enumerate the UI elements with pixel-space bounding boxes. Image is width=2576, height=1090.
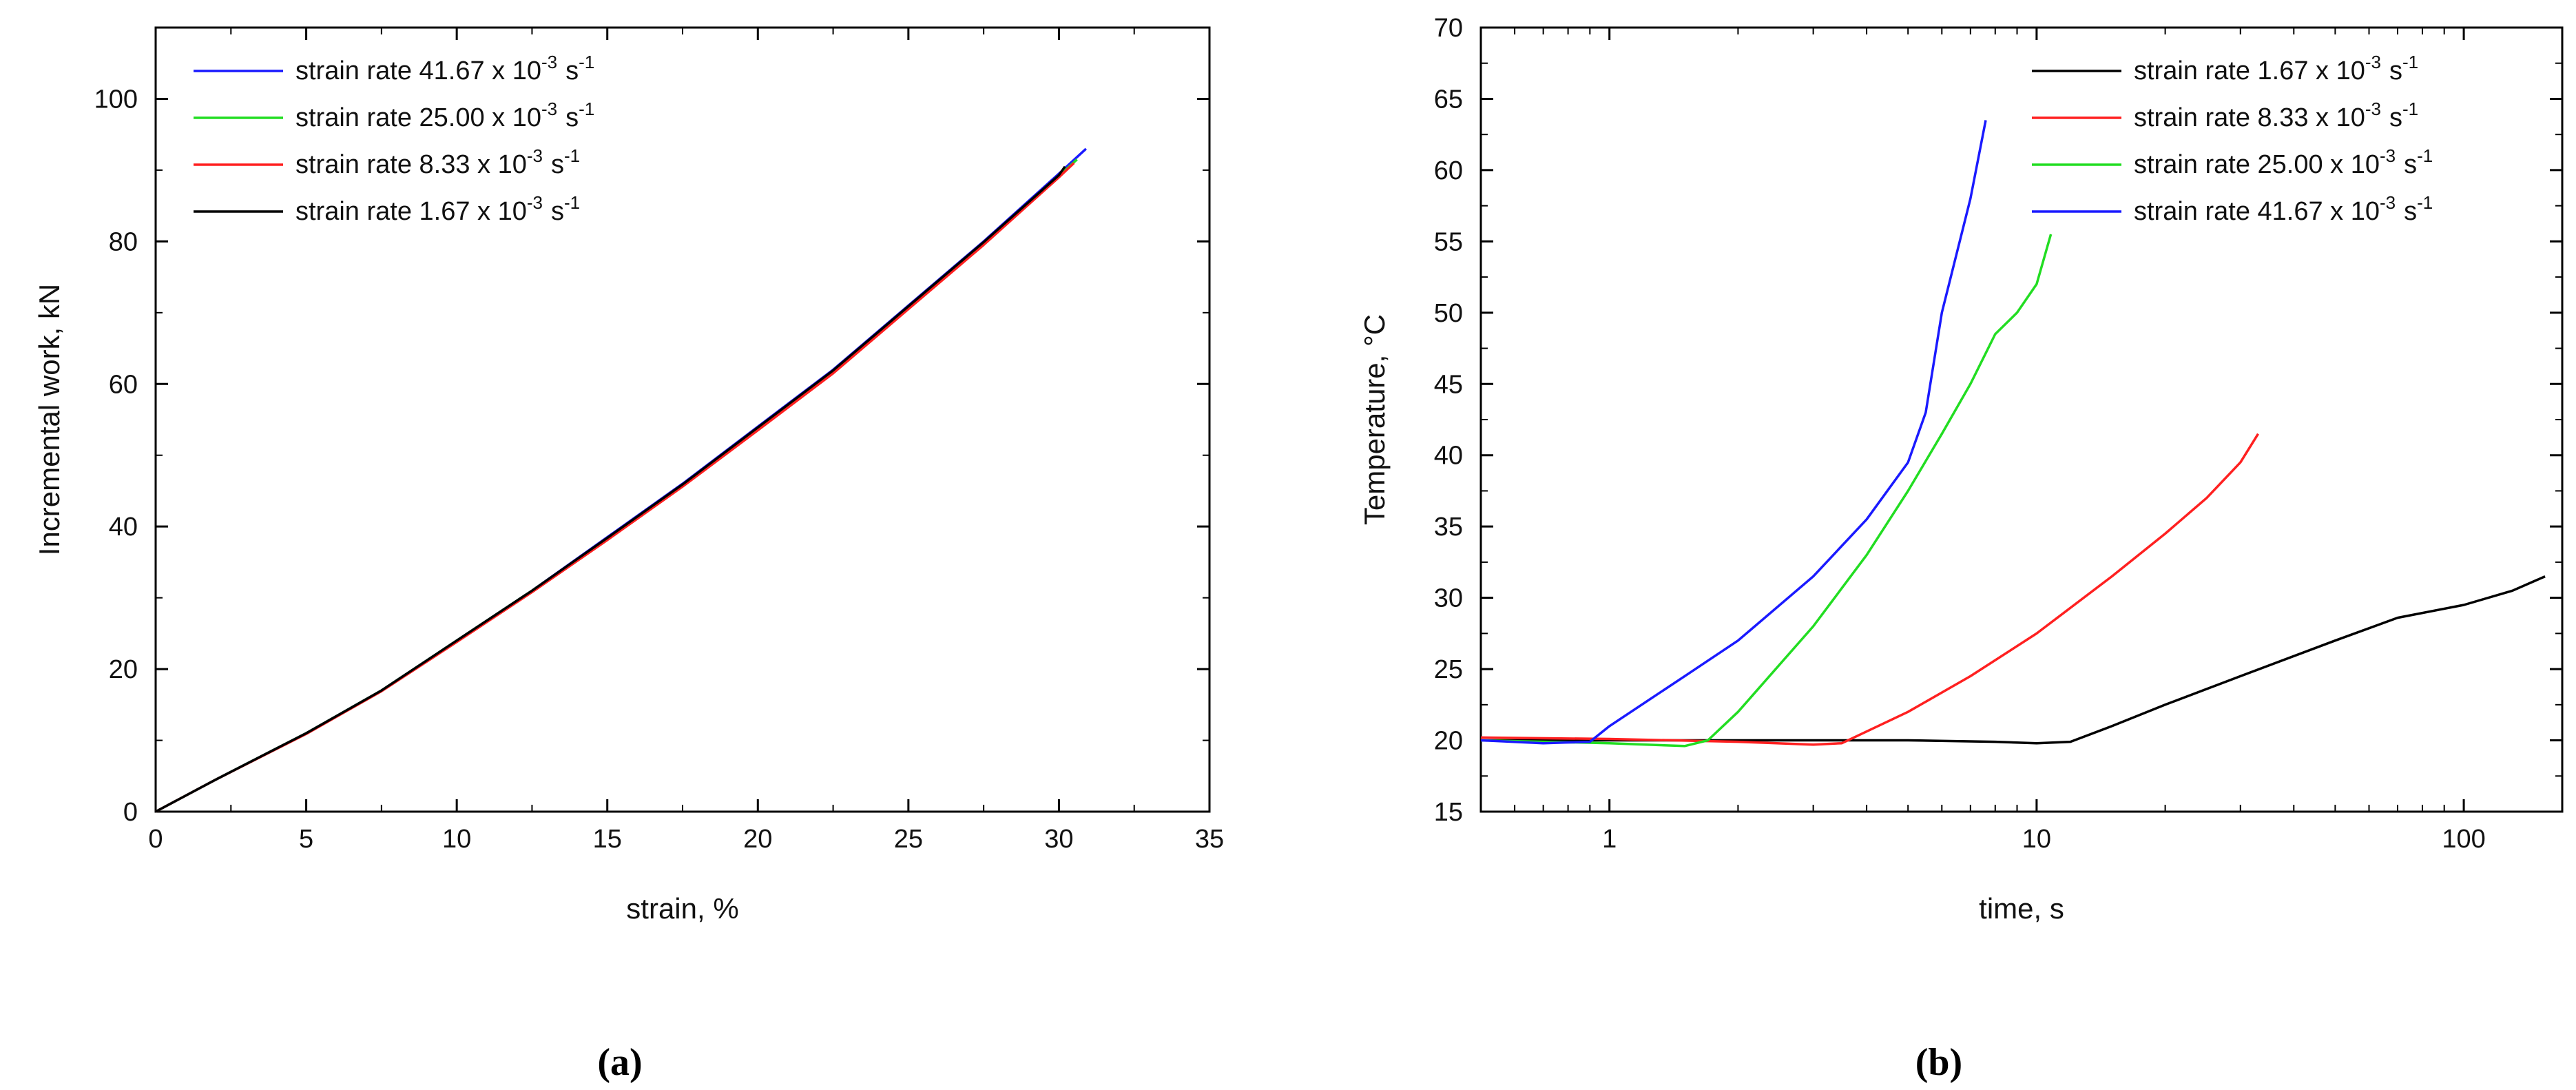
x-tick-label: 35 bbox=[1195, 825, 1224, 854]
series-line-1 bbox=[155, 147, 1087, 813]
series-line-1 bbox=[1481, 575, 2546, 745]
legend-name: strain rate 41.67 x 10 bbox=[295, 56, 541, 85]
y-axis-label: Temperature, °C bbox=[1358, 314, 1391, 525]
plot-frame bbox=[1479, 26, 2564, 813]
legend-exponent: -3 bbox=[541, 99, 557, 119]
legend-name: strain rate 25.00 x 10 bbox=[2134, 150, 2380, 179]
legend-exponent: -3 bbox=[2365, 99, 2381, 119]
x-axis-label: time, s bbox=[1979, 892, 2064, 925]
series-line-2 bbox=[155, 158, 1078, 813]
y-axis-label: Incremental work, kN bbox=[33, 284, 65, 555]
legend-entry: strain rate 1.67 x 10-3 s-1 bbox=[2134, 52, 2418, 85]
legend-exponent: -3 bbox=[2380, 145, 2396, 166]
series-line-3 bbox=[1480, 234, 2053, 748]
y-tick-label: 60 bbox=[109, 370, 138, 399]
y-tick-label: 25 bbox=[1434, 655, 1463, 684]
y-tick-label: 100 bbox=[94, 85, 138, 114]
chart-a: 0 5 10 15 20 25 30 35 0 20 40 60 80 100 strain, % Incre… bbox=[33, 26, 1224, 925]
plot-frame bbox=[154, 26, 1211, 813]
x-tick-label: 0 bbox=[148, 825, 163, 854]
y-tick-label: 20 bbox=[1434, 727, 1463, 756]
chart-b: 1 10 100 15 20 25 30 35 40 45 50 55 60 65 70 time, s Tem… bbox=[1358, 14, 2564, 925]
series-line-3 bbox=[155, 162, 1075, 813]
legend-name: strain rate 25.00 x 10 bbox=[295, 103, 541, 132]
x-tick-label: 100 bbox=[2442, 825, 2485, 854]
y-tick-label: 35 bbox=[1434, 513, 1463, 542]
y-tick-label: 50 bbox=[1434, 299, 1463, 328]
legend-unit: s bbox=[551, 150, 564, 179]
x-tick-label: 10 bbox=[2022, 825, 2051, 854]
legend-unit-exponent: -1 bbox=[579, 52, 594, 72]
legend-unit: s bbox=[551, 197, 564, 226]
y-tick-label: 80 bbox=[109, 227, 138, 256]
y-tick-label: 70 bbox=[1434, 14, 1463, 43]
legend-unit: s bbox=[2404, 150, 2417, 179]
legend-entry: strain rate 8.33 x 10-3 s-1 bbox=[2134, 99, 2418, 132]
legend-entry: strain rate 25.00 x 10-3 s-1 bbox=[2134, 145, 2433, 179]
legend-unit-exponent: -1 bbox=[564, 145, 580, 166]
legend-unit: s bbox=[565, 103, 579, 132]
y-tick-label: 15 bbox=[1434, 798, 1463, 827]
y-tick-label: 0 bbox=[123, 798, 138, 827]
x-tick-label: 5 bbox=[299, 825, 313, 854]
legend-exponent: -3 bbox=[541, 52, 557, 72]
y-tick-label: 40 bbox=[1434, 442, 1463, 471]
x-tick-label: 30 bbox=[1044, 825, 1073, 854]
legend-exponent: -3 bbox=[2365, 52, 2381, 72]
legend-exponent: -3 bbox=[2380, 192, 2396, 213]
x-tick-label: 1 bbox=[1602, 825, 1617, 854]
legend-entry: strain rate 1.67 x 10-3 s-1 bbox=[295, 192, 580, 226]
series-line-2 bbox=[1480, 433, 2259, 746]
legend-unit-exponent: -1 bbox=[2402, 99, 2418, 119]
legend-entry: strain rate 41.67 x 10-3 s-1 bbox=[295, 52, 594, 85]
y-tick-label: 60 bbox=[1434, 156, 1463, 185]
legend-name: strain rate 1.67 x 10 bbox=[2134, 56, 2365, 85]
y-tick-label: 55 bbox=[1434, 227, 1463, 256]
x-axis-label: strain, % bbox=[626, 892, 738, 925]
legend-name: strain rate 8.33 x 10 bbox=[2134, 103, 2365, 132]
legend-unit-exponent: -1 bbox=[579, 99, 594, 119]
caption-a: (a) bbox=[597, 1041, 642, 1084]
y-tick-label: 65 bbox=[1434, 85, 1463, 114]
legend-name: strain rate 8.33 x 10 bbox=[295, 150, 527, 179]
x-tick-label: 25 bbox=[894, 825, 923, 854]
series-line-4 bbox=[1480, 120, 1987, 745]
x-tick-label: 20 bbox=[743, 825, 772, 854]
legend-unit-exponent: -1 bbox=[564, 192, 580, 213]
legend-unit: s bbox=[2389, 103, 2402, 132]
legend-unit-exponent: -1 bbox=[2417, 145, 2433, 166]
legend-unit: s bbox=[2389, 56, 2402, 85]
legend-unit-exponent: -1 bbox=[2402, 52, 2418, 72]
legend-unit-exponent: -1 bbox=[2417, 192, 2433, 213]
x-tick-label: 15 bbox=[593, 825, 622, 854]
legend-unit: s bbox=[2404, 197, 2417, 226]
y-tick-label: 45 bbox=[1434, 370, 1463, 399]
legend-exponent: -3 bbox=[527, 192, 543, 213]
legend-name: strain rate 1.67 x 10 bbox=[295, 197, 527, 226]
legend-name: strain rate 41.67 x 10 bbox=[2134, 197, 2380, 226]
legend-unit: s bbox=[565, 56, 579, 85]
caption-b: (b) bbox=[1915, 1041, 1962, 1084]
legend-entry: strain rate 8.33 x 10-3 s-1 bbox=[295, 145, 580, 179]
y-tick-label: 20 bbox=[109, 655, 138, 684]
series-line-4 bbox=[155, 165, 1066, 813]
legend-entry: strain rate 25.00 x 10-3 s-1 bbox=[295, 99, 594, 132]
y-tick-label: 40 bbox=[109, 513, 138, 542]
y-tick-label: 30 bbox=[1434, 584, 1463, 613]
legend-exponent: -3 bbox=[527, 145, 543, 166]
x-tick-label: 10 bbox=[442, 825, 471, 854]
legend-entry: strain rate 41.67 x 10-3 s-1 bbox=[2134, 192, 2433, 226]
